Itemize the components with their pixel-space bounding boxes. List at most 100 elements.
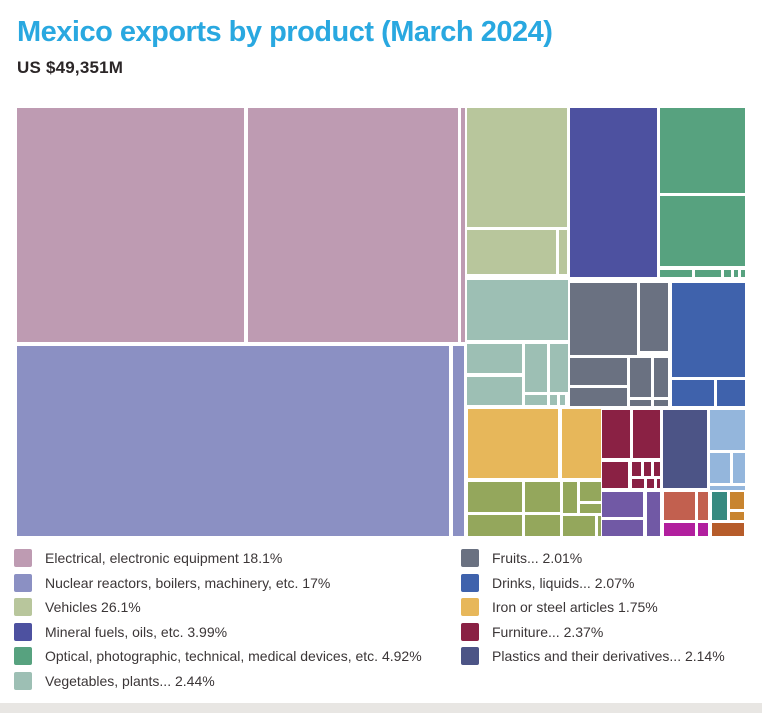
legend-item: Fruits... 2.01% (461, 549, 751, 567)
treemap-cell-optical[interactable] (695, 270, 721, 277)
treemap-cell-olive[interactable] (563, 516, 595, 536)
page-title: Mexico exports by product (March 2024) (17, 16, 553, 48)
treemap-cell-olive[interactable] (468, 515, 522, 536)
treemap-cell-lightblue[interactable] (710, 410, 745, 450)
treemap-cell-furniture[interactable] (644, 462, 651, 476)
total-value: US $49,351M (17, 58, 124, 77)
treemap-cell-furniture[interactable] (602, 462, 628, 488)
treemap-cell-rust[interactable] (712, 523, 744, 536)
legend-swatch (14, 622, 32, 641)
treemap-cell-electrical[interactable] (17, 108, 244, 342)
treemap-cell-furniture[interactable] (633, 410, 660, 458)
treemap-cell-coral[interactable] (664, 492, 695, 520)
treemap-cell-fruits[interactable] (570, 358, 627, 385)
treemap-cell-optical[interactable] (741, 270, 745, 277)
legend-swatch (461, 598, 479, 616)
treemap-cell-orange[interactable] (730, 512, 744, 520)
treemap-cell-olive[interactable] (525, 515, 560, 536)
legend-item: Nuclear reactors, boilers, machinery, et… (14, 573, 444, 592)
treemap-cell-furniture[interactable] (632, 479, 644, 488)
treemap-cell-optical[interactable] (734, 270, 738, 277)
treemap-cell-lightblue[interactable] (710, 453, 730, 483)
treemap-cell-fruits[interactable] (570, 283, 637, 355)
treemap-cell-olive[interactable] (525, 482, 560, 512)
treemap-cell-vegetables[interactable] (467, 344, 522, 373)
treemap-cell-vegetables[interactable] (467, 377, 522, 405)
treemap-cell-vegetables[interactable] (525, 344, 547, 392)
treemap-cell-fruits[interactable] (630, 400, 651, 406)
treemap-cell-furniture[interactable] (632, 462, 641, 476)
treemap-cell-purple[interactable] (602, 520, 643, 536)
treemap-cell-optical[interactable] (660, 108, 745, 193)
legend-label: Iron or steel articles 1.75% (492, 599, 658, 615)
treemap-cell-vegetables[interactable] (550, 395, 557, 405)
treemap-cell-olive[interactable] (580, 482, 601, 501)
treemap-cell-electrical[interactable] (248, 108, 458, 342)
treemap-cell-drinks[interactable] (672, 283, 745, 377)
treemap-cell-electrical[interactable] (461, 108, 465, 342)
treemap-cell-nuclear[interactable] (453, 346, 464, 536)
legend-column-right: Fruits... 2.01% Drinks, liquids... 2.07% I… (461, 549, 751, 672)
treemap-cell-teal[interactable] (712, 492, 727, 520)
treemap-cell-fruits[interactable] (570, 388, 627, 406)
treemap-cell-iron[interactable] (562, 409, 601, 478)
legend-swatch (14, 671, 32, 690)
treemap-cell-furniture[interactable] (654, 462, 660, 476)
treemap-cell-olive[interactable] (598, 516, 601, 536)
treemap-cell-purple[interactable] (602, 492, 643, 517)
treemap-cell-olive[interactable] (563, 482, 577, 513)
legend-item: Drinks, liquids... 2.07% (461, 573, 751, 592)
treemap-cell-mineral[interactable] (570, 108, 657, 277)
treemap-cell-optical[interactable] (724, 270, 731, 277)
treemap-cell-furniture[interactable] (602, 410, 630, 458)
legend-swatch (14, 647, 32, 665)
treemap-cell-drinks[interactable] (672, 380, 714, 406)
treemap-cell-vehicles[interactable] (467, 230, 556, 274)
legend-item: Iron or steel articles 1.75% (461, 598, 751, 616)
treemap-cell-fruits[interactable] (654, 358, 668, 397)
legend-swatch (14, 549, 32, 567)
footer-strip (0, 703, 762, 713)
treemap-cell-magenta[interactable] (698, 523, 708, 536)
treemap-cell-vegetables[interactable] (550, 344, 568, 392)
legend-item: Vehicles 26.1% (14, 598, 444, 616)
treemap-cell-coral[interactable] (698, 492, 708, 520)
treemap-cell-lightblue[interactable] (710, 486, 745, 490)
treemap-cell-vegetables[interactable] (525, 395, 547, 405)
treemap-cell-vehicles[interactable] (559, 230, 567, 274)
treemap-cell-plastics[interactable] (663, 410, 707, 488)
treemap-cell-purple[interactable] (647, 492, 660, 536)
legend-swatch (461, 573, 479, 592)
legend-swatch (461, 647, 479, 665)
treemap-cell-optical[interactable] (660, 270, 692, 277)
treemap-cell-vegetables[interactable] (467, 280, 568, 340)
treemap-cell-nuclear[interactable] (17, 346, 449, 536)
treemap-cell-fruits[interactable] (630, 358, 651, 397)
treemap-cell-orange[interactable] (730, 492, 744, 509)
treemap-cell-magenta[interactable] (664, 523, 695, 536)
treemap-cell-olive[interactable] (580, 504, 601, 513)
treemap-cell-optical[interactable] (660, 196, 745, 266)
treemap-cell-vegetables[interactable] (560, 395, 565, 405)
treemap-cell-fruits[interactable] (654, 400, 668, 406)
legend-label: Plastics and their derivatives... 2.14% (492, 648, 725, 664)
treemap-cell-drinks[interactable] (717, 380, 745, 406)
legend-column-left: Electrical, electronic equipment 18.1% Nu… (14, 549, 444, 696)
treemap-cell-fruits[interactable] (640, 283, 668, 351)
treemap-cell-olive[interactable] (468, 482, 522, 512)
legend-swatch (14, 573, 32, 592)
treemap-cell-lightblue[interactable] (733, 453, 745, 483)
treemap-cell-furniture[interactable] (647, 479, 654, 488)
treemap-cell-iron[interactable] (468, 409, 558, 478)
legend-label: Vegetables, plants... 2.44% (45, 672, 215, 689)
legend-label: Mineral fuels, oils, etc. 3.99% (45, 623, 228, 640)
treemap-cell-furniture[interactable] (657, 479, 660, 488)
treemap-cell-vehicles[interactable] (467, 108, 567, 227)
legend-swatch (461, 549, 479, 567)
legend-item: Mineral fuels, oils, etc. 3.99% (14, 622, 444, 641)
legend-swatch (14, 598, 32, 616)
legend-label: Electrical, electronic equipment 18.1% (45, 550, 283, 566)
legend-label: Vehicles 26.1% (45, 599, 141, 615)
legend-label: Furniture... 2.37% (492, 623, 604, 640)
